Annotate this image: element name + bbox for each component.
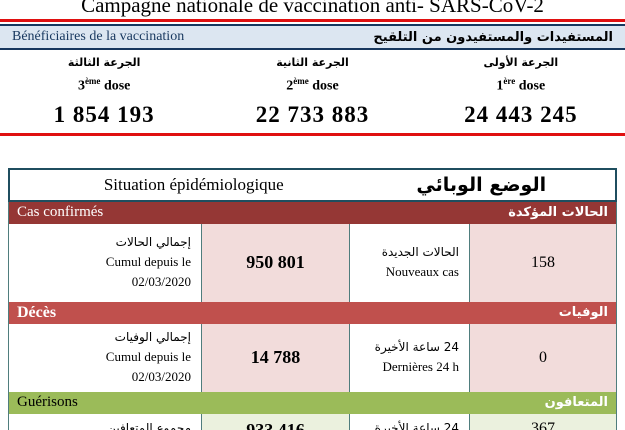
dose-columns: الجرعة الثالثة 3ème dose 1 854 193 الجرع… [0,50,625,129]
recovered-new-label-ar: 24 ساعة الأخيرة [374,420,459,430]
deaths-new-value: 0 [469,323,616,392]
recovered-total-label: مجموع المتعافين [9,414,201,430]
dose-3-total: 1 854 193 [53,101,155,127]
recovered-section-bar: Guérisons المتعافون [9,391,616,414]
vaccination-heading-ar: المستفيدات والمستفيدون من التلقيح [373,29,613,45]
confirmed-total-value: 950 801 [201,223,349,302]
epidemiology-table: Cas confirmés الحالات المؤكدة إجمالي الح… [8,201,617,430]
dose-word: dose [312,78,339,94]
confirmed-new-label: الحالات الجديدة Nouveaux cas [349,223,469,302]
dose-stage-ar: الجرعة الثانية [276,56,349,69]
deaths-total-label-date: 02/03/2020 [131,369,191,385]
dose-ordinal: ère [503,76,516,86]
dose-number: 3 [77,78,85,94]
recovered-new-label: 24 ساعة الأخيرة [349,413,469,430]
situation-heading-fr: Situation épidémiologique [103,174,284,194]
red-divider-bottom [0,132,625,136]
recovered-header-ar: المتعافون [544,395,608,411]
dose-1-total: 24 443 245 [464,101,578,127]
confirmed-header-ar: الحالات المؤكدة [508,205,608,221]
deaths-total-label: إجمالي الوفيات Cumul depuis le 02/03/202… [9,324,201,392]
deaths-new-label-ar: 24 ساعة الأخيرة [374,340,459,355]
situation-heading-ar: الوضع الوبائي [416,173,547,196]
deaths-new-label: 24 ساعة الأخيرة Dernières 24 h [349,323,469,392]
vaccination-heading-fr: Bénéficiaires de la vaccination [12,29,185,44]
confirmed-section-bar: Cas confirmés الحالات المؤكدة [9,201,616,224]
dose-2-total: 22 733 883 [255,101,370,127]
page-title: Campagne nationale de vaccination anti- … [81,0,544,17]
confirmed-total-label-fr: Cumul depuis le [105,254,191,270]
recovered-total-value: 933 416 [201,413,349,430]
recovered-total-label-ar: مجموع المتعافين [107,420,191,430]
confirmed-data-row: إجمالي الحالات Cumul depuis le 02/03/202… [9,223,616,302]
dose-label-fr: 1ère dose [417,72,625,96]
deaths-total-label-ar: إجمالي الوفيات [114,330,191,345]
deaths-total-label-fr: Cumul depuis le [105,349,191,365]
red-divider-top [0,19,625,22]
dose-word: dose [518,78,546,94]
confirmed-total-label-ar: إجمالي الحالات [115,235,191,250]
deaths-new-label-fr: Dernières 24 h [382,359,459,375]
deaths-header-ar: الوفيات [558,305,608,321]
confirmed-total-label: إجمالي الحالات Cumul depuis le 02/03/202… [9,224,201,302]
confirmed-header-fr: Cas confirmés [17,204,104,221]
dose-label-fr: 3ème dose [0,72,208,96]
situation-section-header: Situation épidémiologique الوضع الوبائي [8,167,617,202]
vaccination-section-header: Bénéficiaires de la vaccination المستفيد… [0,24,625,50]
dose-column-2: الجرعة الثانية 2ème dose 22 733 883 [208,55,416,129]
dose-ordinal: ème [293,76,309,86]
confirmed-total-label-date: 02/03/2020 [131,274,191,290]
dose-word: dose [103,78,131,94]
recovered-data-row: مجموع المتعافين 933 416 24 ساعة الأخيرة … [9,413,616,430]
dose-stage-ar: الجرعة الأولى [483,56,559,69]
deaths-section-bar: Décès الوفيات [9,301,616,324]
dose-label-fr: 2ème dose [208,72,416,96]
deaths-header-fr: Décès [17,303,57,321]
deaths-total-value: 14 788 [201,323,349,392]
dose-ordinal: ème [84,76,101,86]
recovered-new-value: 367 [469,413,616,430]
dose-column-1: الجرعة الأولى 1ère dose 24 443 245 [417,55,625,129]
dose-column-3: الجرعة الثالثة 3ème dose 1 854 193 [0,55,208,129]
dose-number: 2 [286,78,294,94]
confirmed-new-label-fr: Nouveaux cas [385,264,459,280]
recovered-header-fr: Guérisons [17,394,78,411]
confirmed-new-label-ar: الحالات الجديدة [381,245,459,260]
dose-stage-ar: الجرعة الثالثة [67,56,141,69]
section-gap [0,136,625,168]
deaths-data-row: إجمالي الوفيات Cumul depuis le 02/03/202… [9,323,616,392]
confirmed-new-value: 158 [469,223,616,302]
dose-number: 1 [496,78,504,94]
